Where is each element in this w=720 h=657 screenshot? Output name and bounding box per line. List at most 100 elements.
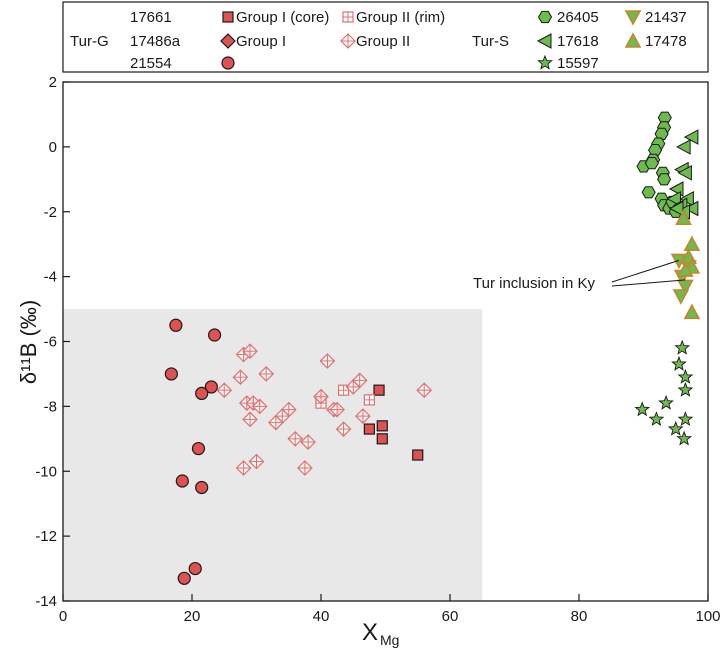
data-point bbox=[677, 368, 694, 384]
legend-sample-17486a: 17486a bbox=[130, 33, 181, 50]
data-point bbox=[683, 129, 699, 145]
x-tick-label: 40 bbox=[313, 608, 330, 625]
data-point bbox=[648, 411, 665, 426]
y-tick-label: -2 bbox=[44, 204, 57, 221]
legend-sample-17478: 17478 bbox=[645, 33, 687, 50]
legend-sample-17618: 17618 bbox=[557, 33, 599, 50]
data-point bbox=[242, 343, 258, 360]
data-point bbox=[251, 398, 268, 415]
legend-symbol-17478 bbox=[624, 32, 642, 48]
x-tick-label: 60 bbox=[442, 608, 459, 625]
legend-group-g-label: Tur-G bbox=[70, 33, 109, 50]
data-point bbox=[175, 474, 189, 488]
legend-key-group-ii: Group II bbox=[356, 33, 410, 50]
data-point bbox=[188, 561, 202, 576]
legend-symbol-group-ii bbox=[340, 33, 356, 49]
legend-symbol-group-i-core bbox=[222, 11, 234, 23]
y-axis-label: δ¹¹B (‰) bbox=[16, 300, 41, 384]
data-point bbox=[671, 355, 687, 371]
data-point bbox=[195, 480, 209, 495]
data-point bbox=[677, 261, 694, 277]
y-tick-label: 0 bbox=[49, 139, 57, 156]
annotation: Tur inclusion in Ky bbox=[473, 259, 686, 292]
data-point bbox=[335, 421, 352, 437]
data-point bbox=[363, 423, 375, 435]
y-tick-label: -6 bbox=[44, 334, 57, 351]
data-point bbox=[416, 382, 433, 399]
data-point bbox=[235, 460, 252, 476]
legend-symbol-21437 bbox=[624, 10, 642, 26]
data-point bbox=[313, 388, 329, 405]
data-point bbox=[641, 186, 656, 199]
plot-frame bbox=[62, 81, 709, 602]
data-point bbox=[268, 414, 284, 431]
data-point bbox=[676, 139, 691, 155]
legend-group-s-label: Tur-S bbox=[472, 33, 509, 50]
legend: Tur-G 17661 17486a 21554 Group I (core) … bbox=[70, 9, 687, 72]
legend-symbol-group-i bbox=[220, 33, 236, 49]
data-point bbox=[677, 381, 694, 397]
data-point bbox=[376, 433, 388, 445]
legend-sample-26405: 26405 bbox=[557, 9, 599, 26]
data-point bbox=[216, 382, 233, 399]
data-point bbox=[329, 401, 345, 418]
legend-symbol-17618 bbox=[536, 33, 552, 49]
x-tick-label: 0 bbox=[59, 608, 67, 625]
y-tick-label: -4 bbox=[44, 269, 57, 286]
legend-sample-21554: 21554 bbox=[130, 55, 172, 72]
data-point bbox=[207, 328, 222, 342]
data-point bbox=[668, 200, 684, 217]
data-point bbox=[644, 157, 659, 170]
data-point bbox=[195, 386, 209, 400]
data-point bbox=[658, 394, 674, 410]
y-tick-label: -14 bbox=[35, 593, 57, 610]
data-point bbox=[412, 449, 424, 461]
y-tick-label: -12 bbox=[35, 528, 57, 545]
legend-sample-17661: 17661 bbox=[130, 9, 172, 26]
data-point bbox=[319, 353, 336, 369]
x-axis-label-main: X bbox=[362, 619, 378, 646]
data-point bbox=[654, 127, 669, 140]
x-tick-label: 80 bbox=[571, 608, 588, 625]
annotation-line-1 bbox=[611, 259, 680, 283]
data-point bbox=[164, 367, 178, 381]
data-point bbox=[683, 235, 701, 251]
data-point bbox=[337, 384, 350, 396]
data-point bbox=[355, 408, 371, 424]
x-axis-label-sub: Mg bbox=[380, 632, 399, 648]
data-point bbox=[676, 430, 693, 446]
data-point bbox=[657, 173, 672, 186]
legend-symbol-21554 bbox=[221, 56, 235, 70]
data-point bbox=[683, 303, 701, 320]
data-point bbox=[351, 372, 368, 389]
annotation-text: Tur inclusion in Ky bbox=[473, 275, 595, 292]
data-point bbox=[287, 430, 304, 447]
data-point bbox=[191, 441, 206, 456]
data-point bbox=[672, 289, 690, 305]
data-point bbox=[258, 366, 275, 382]
data-point bbox=[376, 420, 388, 432]
data-point bbox=[674, 339, 691, 355]
data-point bbox=[677, 164, 692, 181]
y-tick-label: -8 bbox=[44, 398, 57, 415]
data-point bbox=[297, 460, 313, 476]
data-point bbox=[683, 200, 699, 217]
data-point bbox=[242, 411, 258, 428]
data-point bbox=[675, 209, 692, 225]
data-point bbox=[177, 571, 191, 585]
annotation-line-2 bbox=[611, 279, 686, 287]
data-point bbox=[648, 144, 663, 157]
legend-symbol-26405 bbox=[537, 10, 553, 24]
data-point bbox=[232, 369, 249, 386]
data-point bbox=[373, 384, 385, 396]
data-point bbox=[634, 401, 651, 417]
legend-sample-15597: 15597 bbox=[557, 55, 599, 72]
legend-symbol-group-ii-rim bbox=[342, 11, 354, 23]
data-point bbox=[248, 453, 265, 470]
legend-key-group-ii-rim: Group II (rim) bbox=[356, 9, 445, 26]
data-point bbox=[169, 318, 183, 332]
data-point bbox=[667, 420, 684, 436]
